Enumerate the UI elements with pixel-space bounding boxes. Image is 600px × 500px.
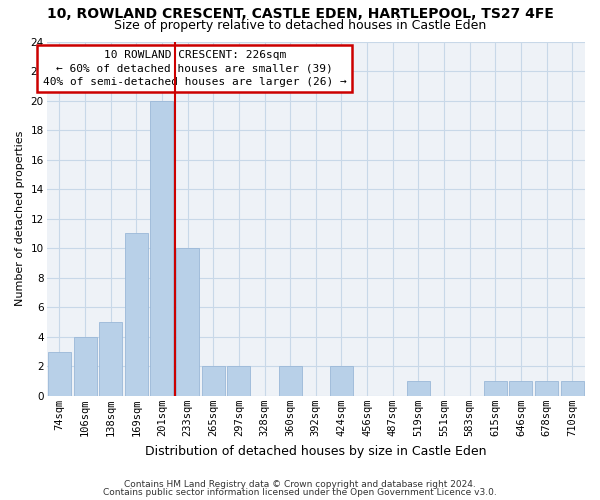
Bar [560, 381, 584, 396]
Text: Size of property relative to detached houses in Castle Eden: Size of property relative to detached ho… [114, 18, 486, 32]
Bar [535, 381, 558, 396]
Bar [407, 381, 430, 396]
Bar [278, 366, 302, 396]
X-axis label: Distribution of detached houses by size in Castle Eden: Distribution of detached houses by size … [145, 444, 487, 458]
Bar [48, 352, 71, 396]
Bar [74, 337, 97, 396]
Text: 10, ROWLAND CRESCENT, CASTLE EDEN, HARTLEPOOL, TS27 4FE: 10, ROWLAND CRESCENT, CASTLE EDEN, HARTL… [47, 8, 553, 22]
Text: Contains HM Land Registry data © Crown copyright and database right 2024.: Contains HM Land Registry data © Crown c… [124, 480, 476, 489]
Text: 10 ROWLAND CRESCENT: 226sqm
← 60% of detached houses are smaller (39)
40% of sem: 10 ROWLAND CRESCENT: 226sqm ← 60% of det… [43, 50, 347, 87]
Bar [99, 322, 122, 396]
Y-axis label: Number of detached properties: Number of detached properties [15, 131, 25, 306]
Bar [484, 381, 507, 396]
Bar [176, 248, 199, 396]
Bar [202, 366, 225, 396]
Bar [509, 381, 532, 396]
Bar [151, 100, 173, 396]
Bar [227, 366, 250, 396]
Bar [330, 366, 353, 396]
Bar [125, 234, 148, 396]
Text: Contains public sector information licensed under the Open Government Licence v3: Contains public sector information licen… [103, 488, 497, 497]
